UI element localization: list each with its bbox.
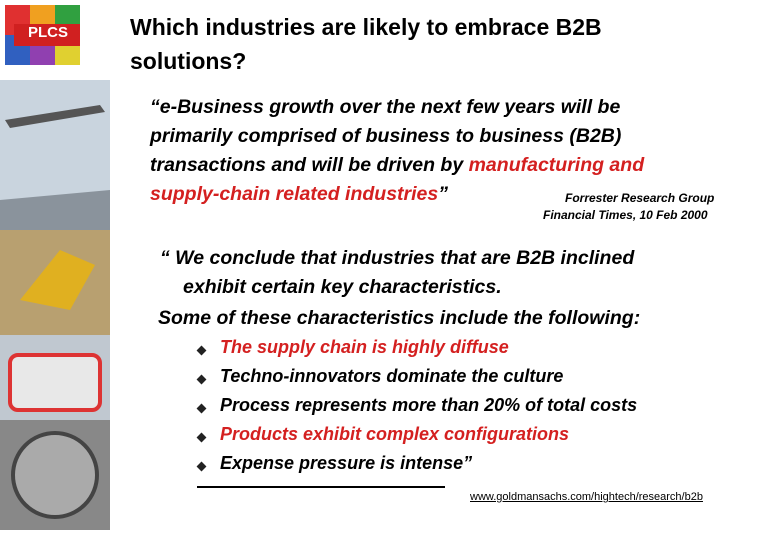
quote: supply-chain related industries” [150, 183, 448, 206]
bullet-text: Process represents more than 20% of tota… [220, 395, 638, 415]
rule [197, 486, 445, 488]
title: Which industries are likely to embrace B… [130, 14, 602, 40]
logo: PLCS [27, 24, 68, 41]
bullet-marker [196, 374, 207, 385]
quote-highlight: manufacturing and [468, 154, 645, 176]
quote: Some of these characteristics include th… [158, 307, 641, 329]
quote: transactions and will be driven by manuf… [150, 154, 644, 177]
bullet-text: The supply chain is highly diffuse [220, 337, 509, 357]
link[interactable]: www.goldmansachs.com/hightech/research/b… [470, 491, 703, 503]
quote: “e-Business growth over the next few yea… [150, 96, 621, 118]
image-strip [0, 5, 110, 530]
bullet-text: Expense pressure is intense” [220, 453, 473, 473]
quote: “ We conclude that industries that are B… [160, 247, 635, 269]
quote-highlight: supply-chain related industries [150, 183, 439, 205]
quote: transactions and will be driven by [150, 154, 469, 176]
source: Financial Times, 10 Feb 2000 [543, 208, 708, 222]
quote: exhibit certain key characteristics. [183, 276, 502, 298]
bullet-marker [196, 432, 207, 443]
bullet-marker [196, 345, 207, 356]
bullet-text: Techno-innovators dominate the culture [220, 366, 564, 386]
source: Forrester Research Group [565, 191, 715, 205]
quote: ” [438, 183, 448, 205]
quote: primarily comprised of business to busin… [150, 125, 622, 147]
title: solutions? [130, 48, 247, 74]
bullet-marker [196, 403, 207, 414]
bullet-marker [196, 461, 207, 472]
bullet-text: Products exhibit complex configurations [220, 424, 570, 444]
